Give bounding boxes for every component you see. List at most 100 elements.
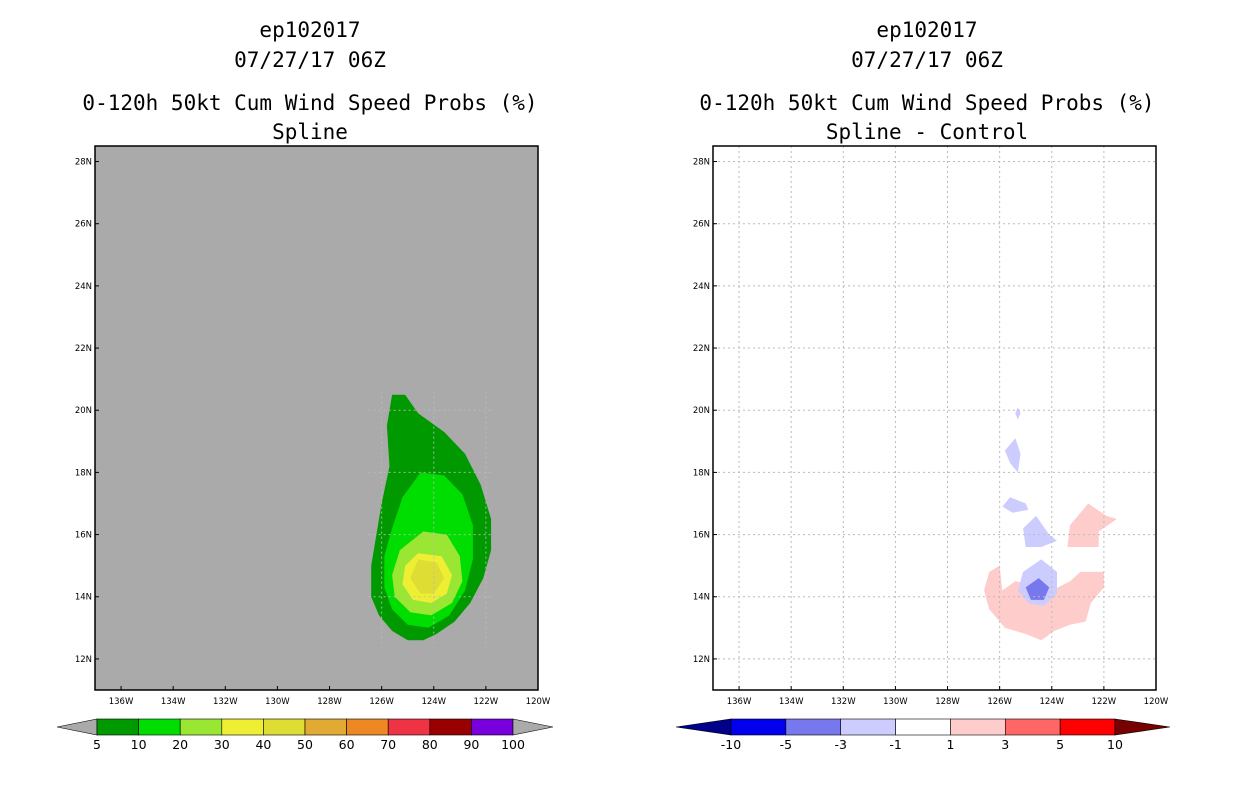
right-contour-3 <box>1025 578 1050 600</box>
right-ytick-label-2: 16N <box>693 531 710 541</box>
right-legend-label-6: 5 <box>1056 737 1064 752</box>
left-legend-swatch-9 <box>471 718 514 736</box>
left-legend-swatch-8 <box>429 718 472 736</box>
left-xtick-label-1: 134W <box>161 697 186 707</box>
left-contour-layer <box>371 394 492 641</box>
left-ytick-label-4: 20N <box>75 406 92 416</box>
right-xtick-label-6: 124W <box>1039 697 1064 707</box>
right-legend-swatch-0 <box>730 718 787 736</box>
right-ytick-label-1: 14N <box>693 593 710 603</box>
left-legend-label-9: 90 <box>463 737 479 752</box>
right-legend-label-3: -1 <box>889 737 901 752</box>
right-xtick-label-3: 130W <box>883 697 908 707</box>
right-title-product: 0-120h 50kt Cum Wind Speed Probs (%) <box>699 91 1155 115</box>
right-xtick-label-7: 122W <box>1092 697 1117 707</box>
left-legend-swatch-0 <box>96 718 139 736</box>
left-legend-swatch-2 <box>179 718 223 736</box>
left-ytick-label-5: 22N <box>75 344 92 354</box>
left-legend-swatch-4 <box>263 718 306 736</box>
left-xtick-label-2: 132W <box>213 697 238 707</box>
right-legend-label-2: -3 <box>834 737 846 752</box>
right-legend-label-4: 1 <box>946 737 954 752</box>
left-title-product: 0-120h 50kt Cum Wind Speed Probs (%) <box>82 91 538 115</box>
left-legend-swatch-7 <box>387 718 431 736</box>
left-legend-label-1: 10 <box>131 737 147 752</box>
left-xtick-label-3: 130W <box>265 697 290 707</box>
right-contour-4 <box>1023 515 1057 547</box>
right-title-time: 07/27/17 06Z <box>851 48 1003 72</box>
right-xtick-label-0: 136W <box>727 697 752 707</box>
left-ytick-label-1: 14N <box>75 593 92 603</box>
right-legend-over-arrow <box>1114 718 1171 736</box>
right-title-sub: Spline - Control <box>825 120 1029 144</box>
right-ytick-label-7: 26N <box>693 220 710 230</box>
right-ytick-label-3: 18N <box>693 468 710 478</box>
right-xtick-label-5: 126W <box>987 697 1012 707</box>
right-contour-6 <box>1004 438 1021 473</box>
left-legend-label-7: 70 <box>380 737 396 752</box>
right-ytick-label-6: 24N <box>693 282 710 292</box>
left-grid-over-contours <box>368 391 494 644</box>
left-legend-label-2: 20 <box>172 737 188 752</box>
left-title-sub: Spline <box>272 120 348 144</box>
right-xtick-label-2: 132W <box>831 697 856 707</box>
left-map-chart: 136W 134W 132W 130W 128W 126W 124W 122W 120W 12N 1… <box>56 145 554 752</box>
left-xtick-label-4: 128W <box>317 697 342 707</box>
left-legend-label-8: 80 <box>422 737 438 752</box>
left-legend-swatch-6 <box>346 718 389 736</box>
right-legend-label-0: -10 <box>721 737 741 752</box>
right-legend-swatch-1 <box>785 718 842 736</box>
right-ytick-label-5: 22N <box>693 344 710 354</box>
left-ytick-label-2: 16N <box>75 531 92 541</box>
right-xtick-label-8: 120W <box>1144 697 1169 707</box>
left-legend-swatch-3 <box>221 718 264 736</box>
right-legend-label-7: 10 <box>1107 737 1123 752</box>
left-legend-over-arrow <box>512 718 554 736</box>
right-ytick-label-4: 20N <box>693 406 710 416</box>
left-legend-under-arrow <box>56 718 98 736</box>
left-legend-label-3: 30 <box>214 737 230 752</box>
right-legend-swatch-3 <box>895 718 951 736</box>
right-grid <box>713 146 1156 690</box>
left-plot-frame <box>94 145 539 691</box>
left-xtick-label-0: 136W <box>109 697 134 707</box>
right-ytick-label-8: 28N <box>693 158 710 168</box>
left-legend-label-0: 5 <box>93 737 101 752</box>
right-xtick-label-4: 128W <box>935 697 960 707</box>
left-ytick-label-6: 24N <box>75 282 92 292</box>
right-legend-swatch-4 <box>950 718 1006 736</box>
right-ytick-label-0: 12N <box>693 655 710 665</box>
left-legend-label-6: 60 <box>339 737 355 752</box>
right-legend-swatch-5 <box>1004 718 1061 736</box>
left-legend-label-5: 50 <box>297 737 313 752</box>
left-title-storm: ep102017 <box>259 18 361 42</box>
right-plot-frame <box>712 145 1157 691</box>
left-ytick-label-3: 18N <box>75 468 92 478</box>
right-contour-5 <box>1002 497 1029 513</box>
right-legend-swatch-2 <box>840 718 896 736</box>
left-ytick-label-8: 28N <box>75 158 92 168</box>
left-legend-swatch-1 <box>138 718 181 736</box>
right-legend-label-1: -5 <box>780 737 792 752</box>
left-xtick-label-5: 126W <box>369 697 394 707</box>
right-legend-swatch-6 <box>1059 718 1116 736</box>
right-map-chart: 136W 134W 132W 130W 128W 126W 124W 122W 120W 12N 1… <box>675 145 1171 752</box>
right-contour-1 <box>1067 503 1117 547</box>
right-legend-label-5: 3 <box>1001 737 1009 752</box>
left-xtick-label-7: 122W <box>474 697 499 707</box>
left-ytick-label-0: 12N <box>75 655 92 665</box>
left-legend-swatch-5 <box>304 718 347 736</box>
right-contour-layer <box>984 407 1117 641</box>
right-plot-background <box>713 146 1156 690</box>
left-contour-4 <box>410 559 445 594</box>
left-plot-background <box>95 146 538 690</box>
right-xtick-label-1: 134W <box>779 697 804 707</box>
left-title-time: 07/27/17 06Z <box>234 48 386 72</box>
right-title-storm: ep102017 <box>876 18 978 42</box>
left-legend-label-10: 100 <box>501 737 525 752</box>
left-xtick-label-8: 120W <box>526 697 551 707</box>
left-xtick-label-6: 124W <box>421 697 446 707</box>
left-ytick-label-7: 26N <box>75 220 92 230</box>
left-legend-label-4: 40 <box>255 737 271 752</box>
right-legend-under-arrow <box>675 718 732 736</box>
